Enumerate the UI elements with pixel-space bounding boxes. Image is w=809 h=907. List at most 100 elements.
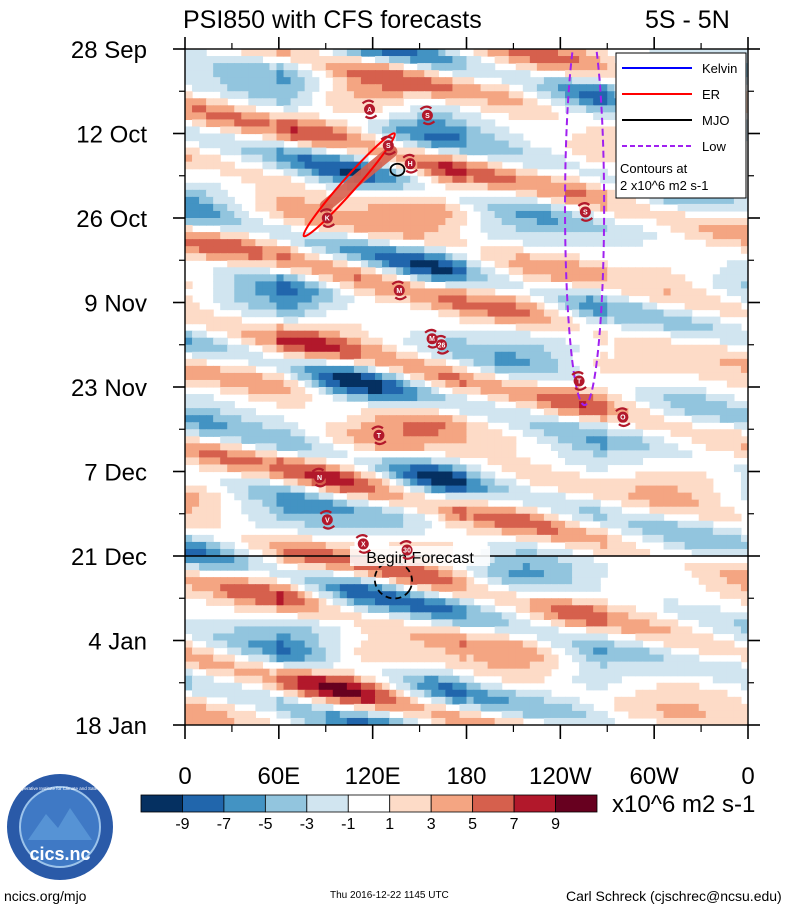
field-cell: [684, 358, 693, 367]
field-cell: [417, 415, 425, 423]
field-cell: [607, 189, 615, 198]
field-cell: [417, 91, 425, 99]
field-cell: [494, 225, 503, 233]
field-cell: [318, 225, 327, 233]
field-cell: [473, 302, 482, 311]
field-cell: [487, 492, 496, 501]
field-cell: [318, 147, 327, 156]
field-cell: [473, 471, 482, 480]
field-cell: [663, 619, 672, 628]
field-cell: [494, 133, 503, 142]
field-cell: [396, 119, 404, 128]
field-cell: [431, 274, 439, 282]
field-cell: [572, 450, 580, 459]
field-cell: [304, 337, 313, 346]
field-cell: [410, 84, 418, 92]
field-cell: [396, 457, 404, 466]
field-cell: [522, 175, 531, 184]
field-cell: [185, 337, 193, 346]
field-cell: [255, 56, 264, 64]
field-cell: [480, 126, 489, 135]
field-cell: [311, 295, 320, 304]
field-cell: [431, 302, 439, 311]
field-cell: [522, 605, 531, 613]
field-cell: [565, 556, 573, 564]
field-cell: [396, 147, 404, 156]
field-cell: [269, 175, 278, 184]
field-cell: [424, 302, 432, 311]
field-cell: [206, 253, 214, 261]
field-cell: [508, 379, 517, 388]
field-cell: [515, 218, 524, 226]
field-cell: [670, 619, 679, 628]
field-cell: [522, 513, 531, 522]
field-cell: [199, 316, 207, 325]
field-cell: [600, 365, 608, 374]
field-cell: [276, 70, 285, 78]
field-cell: [353, 485, 362, 494]
field-cell: [494, 478, 503, 487]
field-cell: [733, 464, 742, 473]
field-cell: [248, 147, 256, 156]
field-cell: [269, 422, 278, 430]
field-cell: [480, 436, 489, 444]
field-cell: [487, 316, 496, 325]
field-cell: [459, 478, 468, 487]
field-cell: [269, 443, 278, 451]
field-cell: [677, 218, 686, 226]
field-cell: [318, 189, 327, 198]
field-cell: [220, 203, 228, 212]
field-cell: [234, 210, 242, 219]
field-cell: [227, 267, 235, 275]
field-cell: [389, 175, 397, 184]
field-cell: [269, 506, 278, 515]
field-cell: [332, 605, 341, 613]
field-cell: [417, 387, 425, 395]
field-cell: [649, 401, 658, 409]
field-cell: [283, 126, 292, 135]
field-cell: [494, 302, 503, 311]
field-cell: [670, 309, 679, 318]
field-cell: [262, 394, 271, 402]
field-cell: [452, 63, 461, 71]
field-cell: [487, 330, 496, 339]
field-cell: [403, 133, 411, 142]
field-cell: [325, 70, 334, 78]
field-cell: [740, 485, 748, 494]
field-cell: [382, 570, 390, 578]
field-cell: [663, 344, 672, 353]
field-cell: [438, 513, 446, 522]
field-cell: [579, 267, 587, 275]
field-cell: [290, 203, 299, 212]
field-cell: [550, 443, 559, 451]
field-cell: [220, 429, 228, 437]
field-cell: [543, 189, 552, 198]
field-cell: [248, 295, 256, 304]
field-cell: [220, 387, 228, 395]
field-cell: [480, 443, 489, 451]
field-cell: [466, 175, 475, 184]
field-cell: [199, 415, 207, 423]
field-cell: [255, 436, 264, 444]
field-cell: [593, 154, 601, 163]
field-cell: [339, 267, 348, 275]
field-cell: [417, 182, 425, 191]
field-cell: [445, 175, 454, 184]
field-cell: [290, 84, 299, 92]
field-cell: [199, 232, 207, 240]
field-cell: [473, 506, 482, 515]
field-cell: [459, 330, 468, 339]
field-cell: [445, 288, 454, 297]
field-cell: [403, 443, 411, 451]
field-cell: [206, 598, 214, 606]
field-cell: [508, 563, 517, 571]
field-cell: [332, 506, 341, 515]
field-cell: [445, 168, 454, 177]
field-cell: [670, 351, 679, 360]
field-cell: [487, 49, 496, 57]
field-cell: [515, 175, 524, 184]
field-cell: [227, 619, 235, 628]
field-cell: [297, 196, 306, 205]
field-cell: [565, 210, 573, 219]
field-cell: [733, 323, 742, 332]
